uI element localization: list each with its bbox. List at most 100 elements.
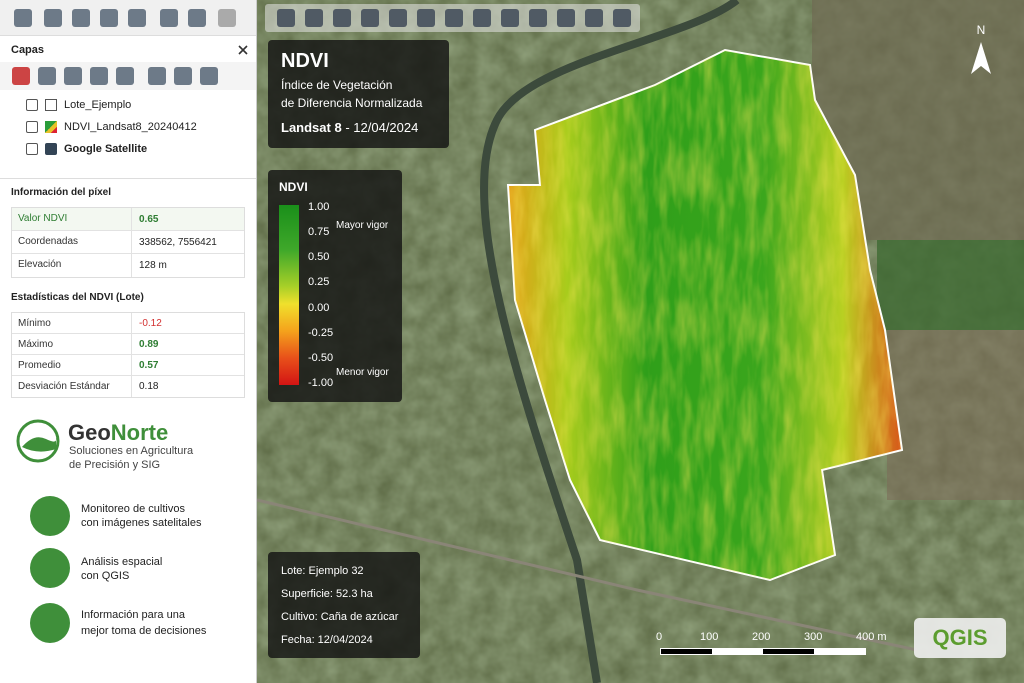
map-subtitle: Índice de Vegetación	[281, 78, 393, 92]
map-canvas[interactable]: NDVI Índice de Vegetación de Diferencia …	[257, 0, 1024, 683]
scale-label: 0	[656, 631, 663, 643]
tool-button[interactable]	[305, 9, 323, 27]
tool-button[interactable]	[12, 67, 30, 85]
tool-button[interactable]	[14, 9, 32, 27]
map-toolbar	[265, 4, 640, 32]
cell: Valor NDVI	[12, 208, 132, 230]
legend-label: 0.75	[308, 226, 330, 238]
tool-button[interactable]	[200, 67, 218, 85]
layer-toolbar	[0, 62, 256, 90]
qgis-logo: QGIS	[914, 618, 1006, 658]
layer-icon	[45, 143, 57, 155]
tagline: Soluciones en Agricultura	[69, 445, 194, 457]
cell: 338562, 7556421	[139, 236, 217, 248]
cell: -0.12	[139, 317, 162, 329]
layer-name: NDVI_Landsat8_20240412	[64, 121, 197, 133]
legend: NDVI 1.00 0.75 0.50 0.25 0.00 -0.25 -0.5…	[268, 170, 402, 402]
tool-button[interactable]	[445, 9, 463, 27]
north-arrow	[971, 42, 991, 74]
tool-button[interactable]	[72, 9, 90, 27]
cell: Elevación	[12, 254, 132, 277]
separator: -	[345, 120, 350, 135]
section-title: Información del píxel	[11, 187, 112, 198]
legend-label: -0.50	[308, 352, 334, 364]
tool-button[interactable]	[148, 67, 166, 85]
tool-button[interactable]	[333, 9, 351, 27]
legend-label: 0.25	[308, 276, 330, 288]
scale-label: 300	[804, 631, 823, 643]
map-source: Landsat 8 - 12/04/2024	[281, 120, 418, 135]
cell: 0.18	[139, 381, 159, 392]
legend-note: Mayor vigor	[336, 220, 389, 231]
layer-name: Lote_Ejemplo	[64, 99, 132, 111]
legend-label: 0.00	[308, 302, 330, 314]
tool-button[interactable]	[585, 9, 603, 27]
cell: 0.65	[139, 213, 159, 225]
checkbox[interactable]	[26, 143, 38, 155]
tool-button[interactable]	[116, 67, 134, 85]
tool-button[interactable]	[277, 9, 295, 27]
close-button[interactable]	[237, 44, 249, 56]
layer-icon	[45, 99, 57, 111]
tool-button[interactable]	[64, 67, 82, 85]
brand-logo	[16, 419, 60, 463]
legend-label: 0.50	[308, 251, 330, 263]
info-line: Fecha: 12/04/2024	[281, 634, 373, 646]
tool-button[interactable]	[44, 9, 62, 27]
brand-part: Geo	[68, 420, 111, 445]
feature-text: Información para una	[81, 609, 185, 621]
map-subtitle: de Diferencia Normalizada	[281, 96, 423, 110]
legend-label: -0.25	[308, 327, 334, 339]
info-line: Superficie: 52.3 ha	[281, 588, 373, 600]
tool-button[interactable]	[417, 9, 435, 27]
legend-label: 1.00	[308, 201, 330, 213]
tool-button[interactable]	[90, 67, 108, 85]
tool-button[interactable]	[218, 9, 236, 27]
feature-text: Monitoreo de cultivos	[81, 503, 185, 515]
tool-button[interactable]	[38, 67, 56, 85]
tool-button[interactable]	[389, 9, 407, 27]
tool-button[interactable]	[557, 9, 575, 27]
cell: Desviación Estándar	[12, 376, 132, 397]
tool-button[interactable]	[128, 9, 146, 27]
scale-label: 200	[752, 631, 771, 643]
sensor: Landsat 8	[281, 120, 342, 135]
feature-icon	[30, 603, 70, 643]
checkbox[interactable]	[26, 121, 38, 133]
feature-text: mejor toma de decisiones	[81, 625, 207, 637]
tool-button[interactable]	[473, 9, 491, 27]
tool-button[interactable]	[361, 9, 379, 27]
checkbox[interactable]	[26, 99, 38, 111]
side-panel: Capas Lote_Ejemplo NDVI_Landsat8_2024041…	[0, 0, 257, 683]
pixel-table: Valor NDVI 0.65 Coordenadas 338562, 755642…	[11, 207, 245, 278]
cell: 128 m	[139, 260, 167, 271]
section-title: Estadísticas del NDVI (Lote)	[11, 292, 144, 303]
cell: Coordenadas	[12, 231, 132, 253]
legend-note: Menor vigor	[336, 367, 389, 378]
color-ramp	[279, 205, 299, 385]
info-box: Lote: Ejemplo 32 Superficie: 52.3 ha Cul…	[268, 552, 420, 658]
feature-text: con QGIS	[81, 570, 130, 582]
layer-icon	[45, 121, 57, 133]
stats-table: Mínimo -0.12 Máximo 0.89 Promedio 0.57 Desv…	[11, 312, 245, 398]
feature-text: con imágenes satelitales	[81, 517, 202, 529]
tool-button[interactable]	[501, 9, 519, 27]
toolbar	[0, 0, 256, 36]
cell: 0.89	[139, 338, 159, 350]
tool-button[interactable]	[529, 9, 547, 27]
cell: Máximo	[12, 334, 132, 354]
feature-icon	[30, 548, 70, 588]
feature-text: Análisis espacial	[81, 556, 163, 568]
tool-button[interactable]	[188, 9, 206, 27]
scale-label: 100	[700, 631, 719, 643]
tagline: de Precisión y SIG	[69, 459, 161, 471]
panel-title: Capas	[11, 44, 45, 56]
map-title: NDVI	[281, 50, 329, 72]
tool-button[interactable]	[174, 67, 192, 85]
tool-button[interactable]	[613, 9, 631, 27]
tool-button[interactable]	[160, 9, 178, 27]
tool-button[interactable]	[100, 9, 118, 27]
north-label: N	[976, 23, 986, 37]
divider	[0, 178, 256, 179]
